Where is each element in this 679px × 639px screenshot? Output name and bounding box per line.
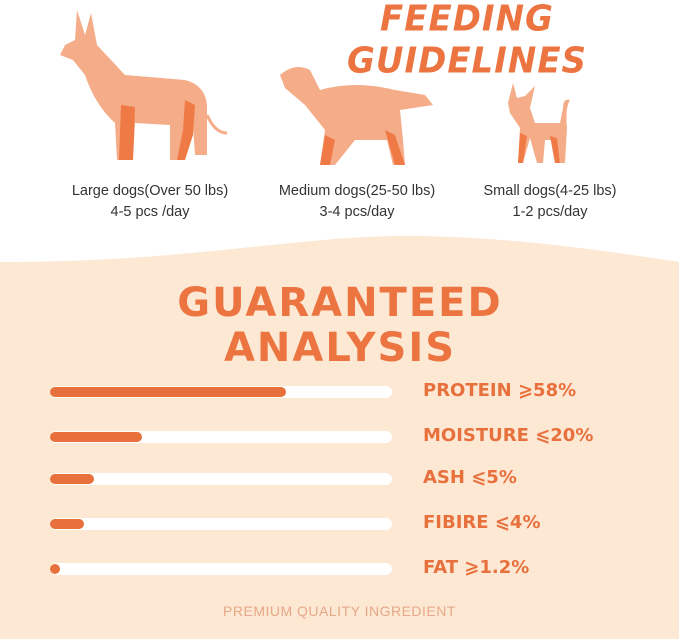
analysis-label: ASH ⩽5% xyxy=(423,467,517,488)
bar-fill xyxy=(50,519,85,529)
large-dog-size: Large dogs(Over 50 lbs) xyxy=(71,183,229,199)
analysis-label: FIBIRE ⩽4% xyxy=(423,512,541,533)
medium-dog-amount: 3-4 pcs/day xyxy=(319,204,395,220)
analysis-bar xyxy=(50,563,392,575)
medium-dog-size: Medium dogs(25-50 lbs) xyxy=(278,183,436,199)
bar-track xyxy=(50,518,392,530)
analysis-bar xyxy=(50,386,392,398)
footer-tagline: PREMIUM QUALITY INGREDIENT xyxy=(223,603,456,619)
bar-fill xyxy=(50,474,95,484)
bar-fill xyxy=(50,387,286,397)
analysis-bar xyxy=(50,473,392,485)
analysis-bar xyxy=(50,518,392,530)
large-dog-caption: Large dogs(Over 50 lbs) 4-5 pcs /day xyxy=(50,181,250,223)
bar-fill xyxy=(50,432,143,442)
analysis-label: FAT ⩾1.2% xyxy=(423,557,530,578)
analysis-title-line2: ANALYSIS xyxy=(223,325,457,371)
bar-track xyxy=(50,473,392,485)
bar-track xyxy=(50,563,392,575)
analysis-label: MOISTURE ⩽20% xyxy=(423,425,594,446)
analysis-title-line1: GUARANTEED xyxy=(177,280,503,326)
analysis-bar xyxy=(50,431,392,443)
small-dog-icon xyxy=(508,83,570,163)
bar-fill xyxy=(50,564,61,574)
large-dog-icon xyxy=(60,10,228,160)
small-dog-amount: 1-2 pcs/day xyxy=(512,204,588,220)
large-dog-amount: 4-5 pcs /day xyxy=(110,204,190,220)
medium-dog-caption: Medium dogs(25-50 lbs) 3-4 pcs/day xyxy=(262,181,452,223)
analysis-label: PROTEIN ⩾58% xyxy=(423,380,577,401)
medium-dog-icon xyxy=(280,66,433,165)
small-dog-caption: Small dogs(4-25 lbs) 1-2 pcs/day xyxy=(465,181,635,223)
small-dog-size: Small dogs(4-25 lbs) xyxy=(483,183,617,199)
feeding-guidelines-title: FEEDING GUIDELINES xyxy=(346,0,588,82)
